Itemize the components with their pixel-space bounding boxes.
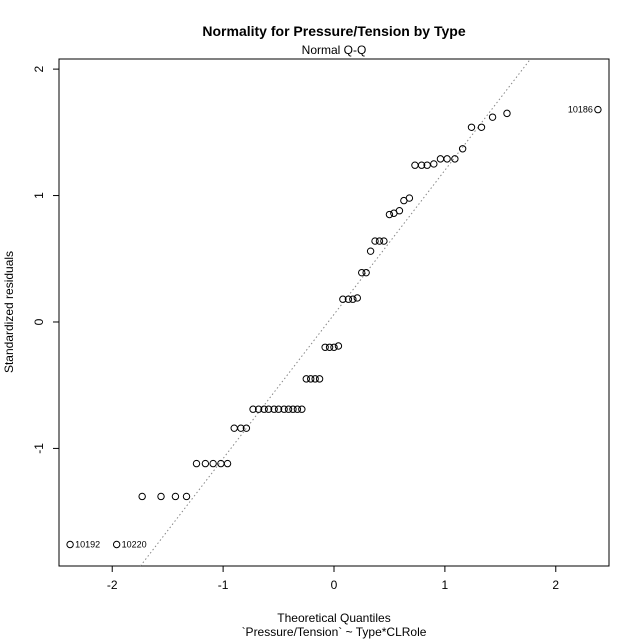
data-point — [375, 237, 384, 245]
x-tick-label: 2 — [552, 578, 559, 592]
x-tick-label: -2 — [107, 578, 118, 592]
data-point — [254, 405, 263, 413]
data-point — [230, 424, 238, 432]
data-point — [430, 160, 438, 168]
data-point — [366, 247, 375, 255]
data-point — [380, 237, 388, 245]
data-point — [270, 405, 278, 413]
data-point — [289, 405, 297, 413]
data-point — [66, 540, 74, 549]
data-point — [315, 375, 324, 383]
data-point — [334, 342, 343, 350]
data-point — [503, 109, 511, 118]
data-point — [477, 123, 486, 131]
y-tick-label: 0 — [32, 318, 46, 325]
data-point — [237, 424, 245, 432]
data-point — [467, 123, 476, 131]
data-point — [443, 155, 451, 163]
x-tick-label: 0 — [331, 578, 338, 592]
data-point — [349, 295, 357, 303]
data-point — [488, 113, 497, 121]
data-point — [362, 268, 370, 277]
y-tick-label: 1 — [32, 192, 46, 199]
point-labels: 10192 10220 10186 — [75, 105, 593, 550]
data-point — [339, 295, 347, 303]
point-label: 10192 — [75, 540, 100, 550]
data-point — [298, 405, 306, 413]
y-tick-label: 2 — [32, 65, 46, 72]
data-point — [307, 375, 315, 383]
data-point — [293, 405, 302, 413]
point-label: 10220 — [122, 540, 147, 550]
y-axis-label: Standardized residuals — [2, 251, 16, 373]
data-point — [157, 492, 165, 501]
y-tick-label: -1 — [32, 443, 46, 454]
plot-frame — [58, 58, 610, 567]
data-point — [395, 207, 404, 215]
chart-title: Normality for Pressure/Tension by Type — [202, 23, 465, 39]
data-point — [249, 405, 257, 413]
x-axis-model-label: `Pressure/Tension` ~ Type*CLRole — [242, 625, 427, 639]
chart-subtitle: Normal Q-Q — [302, 43, 367, 57]
x-axis: -2 -1 0 1 2 — [107, 566, 559, 592]
data-point — [201, 459, 210, 468]
data-point — [417, 161, 426, 169]
data-point — [242, 424, 251, 432]
data-point — [280, 405, 288, 413]
data-point — [223, 459, 232, 468]
data-point — [451, 155, 459, 163]
data-point — [264, 405, 273, 413]
data-point — [436, 155, 445, 163]
data-point — [192, 459, 201, 468]
data-point — [594, 105, 602, 114]
data-point — [260, 405, 268, 413]
data-point — [321, 343, 329, 351]
x-tick-label: 1 — [442, 578, 449, 592]
data-point — [458, 145, 467, 153]
data-points — [66, 105, 602, 549]
data-point — [353, 294, 361, 302]
point-label: 10186 — [568, 105, 593, 115]
reference-line — [140, 58, 531, 567]
data-point — [385, 210, 394, 219]
data-point — [171, 492, 180, 501]
data-point — [112, 540, 121, 549]
x-axis-label: Theoretical Quantiles — [277, 611, 390, 625]
data-point — [344, 295, 353, 303]
data-point — [325, 343, 334, 351]
data-point — [274, 405, 283, 413]
data-point — [405, 194, 414, 202]
data-point — [411, 161, 419, 169]
x-tick-label: -1 — [218, 578, 229, 592]
data-point — [209, 459, 217, 468]
data-point — [371, 237, 379, 245]
data-point — [138, 492, 146, 501]
data-point — [302, 375, 310, 383]
data-point — [358, 268, 366, 277]
data-point — [284, 405, 293, 413]
data-point — [330, 343, 338, 351]
y-axis: -1 0 1 2 — [32, 65, 59, 454]
data-point — [311, 375, 319, 383]
data-point — [182, 492, 191, 501]
